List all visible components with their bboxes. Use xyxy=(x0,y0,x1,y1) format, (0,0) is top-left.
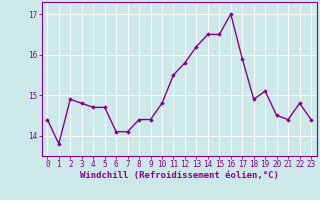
X-axis label: Windchill (Refroidissement éolien,°C): Windchill (Refroidissement éolien,°C) xyxy=(80,171,279,180)
